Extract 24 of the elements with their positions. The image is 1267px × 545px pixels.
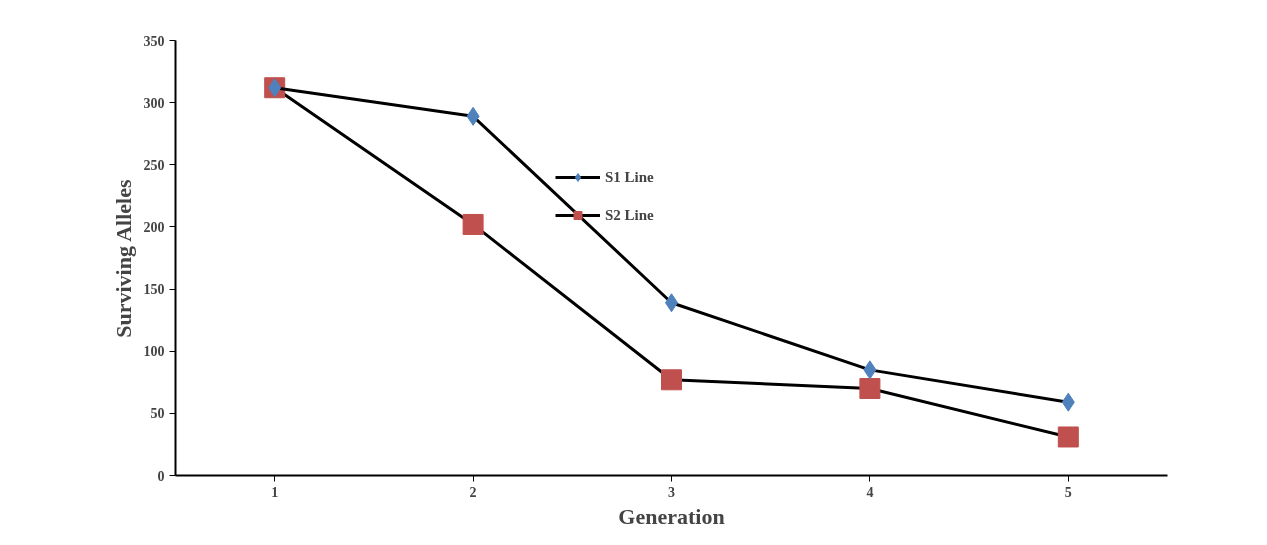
legend-label: S2 Line <box>605 206 654 224</box>
y-tick-label: 150 <box>143 282 165 298</box>
x-tick-label: 2 <box>469 484 477 500</box>
x-tick-label: 1 <box>271 484 279 500</box>
y-tick-label: 100 <box>143 344 165 360</box>
point <box>661 369 682 391</box>
legend-label: S1 Line <box>605 168 654 186</box>
point <box>466 106 480 126</box>
y-tick-label: 0 <box>157 468 165 484</box>
x-tick-label: 5 <box>1064 484 1072 500</box>
point <box>462 213 484 235</box>
x-axis-title: Generation <box>618 503 725 529</box>
y-axis-title: Surviving Alleles <box>110 179 136 338</box>
point <box>863 360 877 380</box>
y-tick-label: 50 <box>150 406 165 422</box>
y-tick-label: 250 <box>143 157 165 173</box>
x-tick-label: 4 <box>866 484 874 500</box>
y-tick-label: 350 <box>143 33 165 49</box>
point <box>859 378 881 399</box>
x-tick-label: 3 <box>668 484 675 500</box>
point <box>1061 392 1075 412</box>
y-tick-label: 200 <box>143 219 165 235</box>
y-tick-label: 300 <box>143 95 165 111</box>
point <box>1057 426 1079 448</box>
